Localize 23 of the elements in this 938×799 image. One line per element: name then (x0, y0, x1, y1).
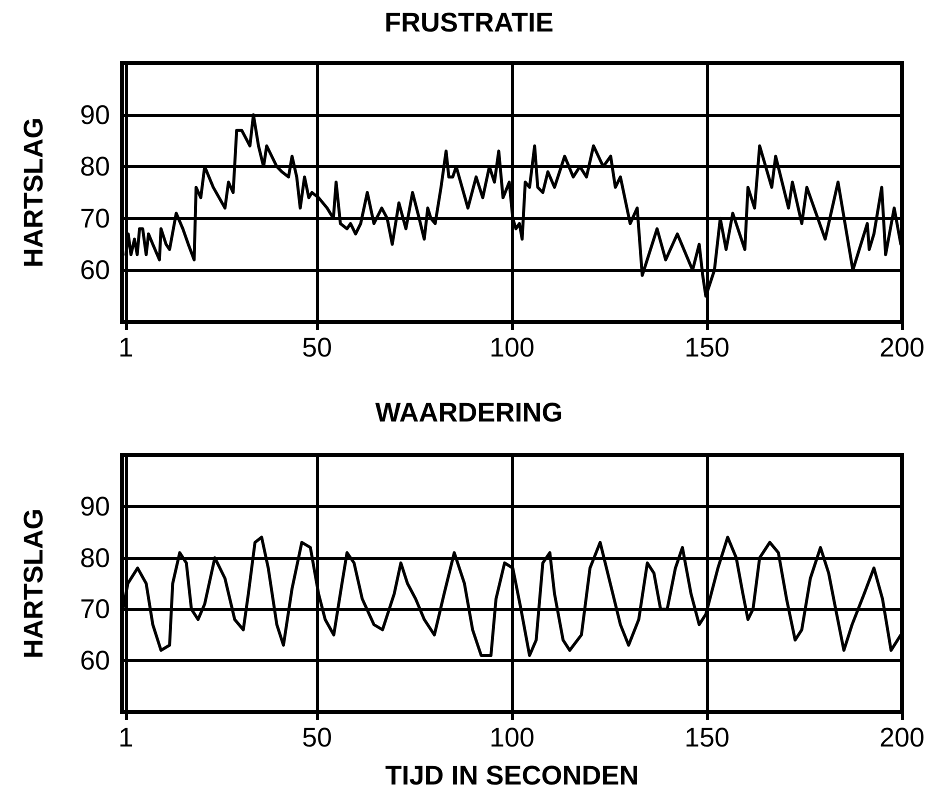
y-tick-label: 90 (80, 100, 110, 130)
x-tick-label: 50 (302, 722, 332, 752)
y-tick-label: 90 (80, 491, 110, 522)
x-tick-label: 50 (302, 332, 332, 362)
x-tick-label: 150 (684, 722, 730, 752)
x-axis-title: TIJD IN SECONDEN (385, 760, 639, 790)
y-axis-title: HARTSLAG (18, 118, 48, 268)
y-axis-title: HARTSLAG (18, 508, 48, 658)
chart-title: WAARDERING (375, 398, 563, 428)
x-tick-label: 150 (684, 332, 730, 362)
y-tick-label: 70 (80, 203, 110, 234)
x-tick-label: 1 (118, 722, 134, 752)
chart-title: FRUSTRATIE (384, 8, 554, 38)
x-tick-label: 100 (489, 332, 535, 362)
y-tick-label: 70 (80, 594, 110, 624)
x-tick-label: 100 (489, 722, 535, 752)
y-tick-label: 60 (80, 646, 110, 676)
y-tick-label: 80 (80, 542, 110, 573)
y-tick-label: 80 (80, 152, 110, 182)
x-tick-label: 1 (118, 332, 134, 362)
x-tick-label: 200 (879, 332, 925, 362)
x-tick-label: 200 (879, 722, 925, 752)
y-tick-label: 60 (80, 255, 110, 286)
